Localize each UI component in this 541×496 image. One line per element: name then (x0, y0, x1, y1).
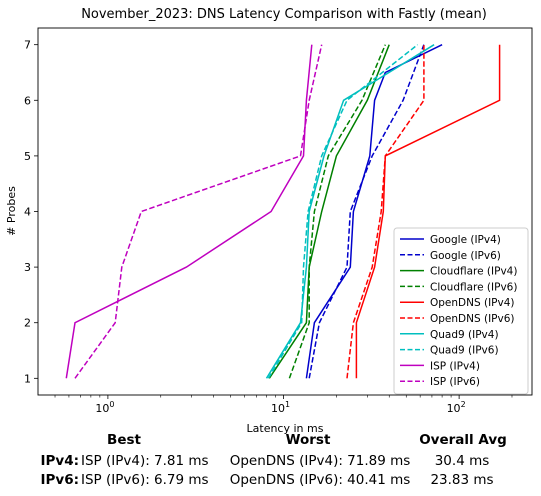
legend-label: Quad9 (IPv6) (430, 345, 499, 357)
y-tick-label: 7 (24, 39, 31, 52)
summary-row-label-ipv6: IPv6: (40, 472, 79, 488)
series-line-isp-ipv4 (65, 44, 313, 379)
summary-header-best: Best (107, 432, 141, 448)
legend-label: Google (IPv6) (430, 250, 501, 262)
plot-area (37, 27, 533, 396)
x-tick-label: 101 (271, 400, 290, 415)
y-tick-label: 2 (24, 317, 31, 330)
summary-avg-ipv6: 23.83 ms (430, 472, 493, 488)
series-line-quad9-ipv4 (265, 44, 435, 379)
series-line-cloudflare-ipv6 (288, 44, 386, 379)
y-tick-label: 3 (24, 261, 31, 274)
legend: Google (IPv4) Google (IPv6) Cloudflare (IP… (393, 227, 529, 395)
summary-worst-ipv4: OpenDNS (IPv4): 71.89 ms (230, 453, 411, 469)
x-tick-label: 102 (447, 400, 466, 415)
legend-label: Google (IPv4) (430, 234, 501, 246)
y-tick-label: 5 (24, 150, 31, 163)
legend-label: OpenDNS (IPv4) (430, 297, 515, 309)
x-axis-label: Latency in ms (247, 422, 324, 435)
legend-label: OpenDNS (IPv6) (430, 313, 515, 325)
summary-header-avg: Overall Avg (419, 432, 507, 448)
series-line-cloudflare-ipv4 (268, 44, 390, 379)
legend-label: Quad9 (IPv4) (430, 329, 499, 341)
legend-label: Cloudflare (IPv6) (430, 281, 517, 293)
y-axis-ticks: 1 2 3 4 5 6 7 (24, 39, 38, 385)
y-tick-label: 1 (24, 372, 31, 385)
summary-worst-ipv6: OpenDNS (IPv6): 40.41 ms (230, 472, 411, 488)
legend-box (393, 227, 529, 395)
summary-header-worst: Worst (286, 432, 331, 448)
summary-best-ipv4: ISP (IPv4): 7.81 ms (81, 453, 209, 469)
summary-best-ipv6: ISP (IPv6): 6.79 ms (81, 472, 209, 488)
legend-label: ISP (IPv4) (430, 360, 480, 372)
series-line-opendns-ipv6 (346, 44, 425, 379)
summary-table: Best Worst Overall Avg IPv4: ISP (IPv4):… (40, 432, 506, 488)
legend-label: ISP (IPv6) (430, 376, 480, 388)
summary-row-label-ipv4: IPv4: (40, 453, 79, 469)
y-axis-label: # Probes (5, 186, 18, 236)
series-line-opendns-ipv4 (355, 44, 501, 379)
summary-avg-ipv4: 30.4 ms (435, 453, 490, 469)
series-line-google-ipv6 (308, 44, 425, 379)
series-line-quad9-ipv6 (267, 44, 419, 379)
y-tick-label: 6 (24, 94, 31, 107)
series-line-isp-ipv6 (74, 44, 323, 379)
x-tick-label: 100 (95, 400, 114, 415)
y-tick-label: 4 (24, 206, 31, 219)
chart-title: November_2023: DNS Latency Comparison wi… (81, 7, 487, 22)
legend-label: Cloudflare (IPv4) (430, 266, 517, 278)
x-axis-ticks: 100 101 102 (54, 395, 513, 415)
